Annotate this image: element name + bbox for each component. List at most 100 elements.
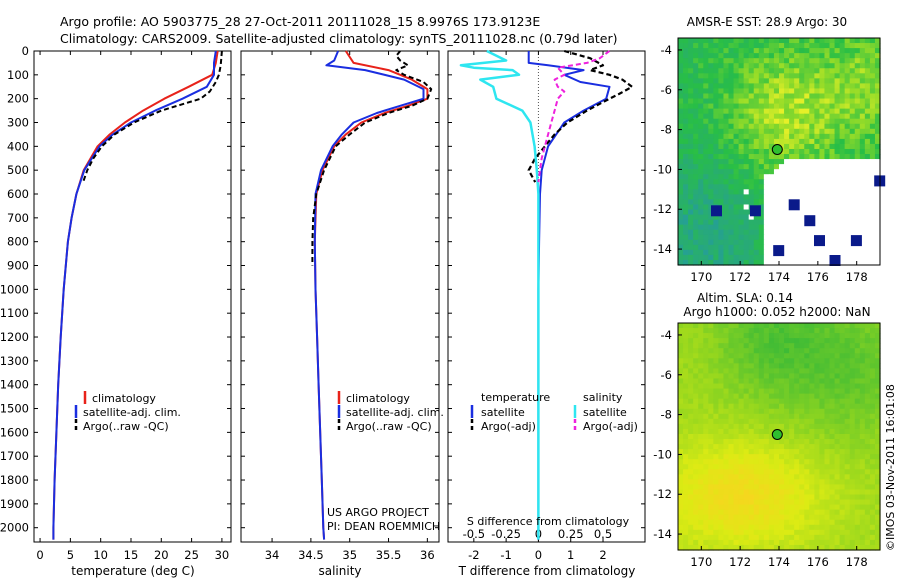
heatmap-cell [713,534,719,541]
heatmap-cell [713,413,719,420]
heatmap-cell [864,103,871,110]
heatmap-cell [723,133,730,140]
heatmap-cell [748,504,755,511]
heatmap-cell [773,469,780,475]
heatmap-cell [779,254,785,261]
heatmap-cell [829,383,836,390]
heatmap-cell [768,254,775,261]
heatmap-cell [688,48,694,54]
heatmap-cell [869,214,876,221]
heatmap-cell [728,38,735,44]
heatmap-cell [854,133,861,140]
heatmap-cell [763,333,770,339]
heatmap-cell [693,143,699,150]
heatmap-cell [859,423,866,430]
heatmap-cell [688,348,694,354]
heatmap-cell [864,464,871,470]
difference-series [459,49,634,540]
heatmap-cell [693,83,699,90]
heatmap-cell [804,539,810,546]
heatmap-cell [779,529,785,536]
heatmap-cell [864,38,871,44]
heatmap-cell [799,333,805,339]
heatmap-cell [789,449,795,455]
heatmap-cell [733,459,740,465]
heatmap-cell [753,63,760,69]
heatmap-cell [678,358,684,364]
heatmap-cell [768,78,775,84]
heatmap-cell [869,138,876,145]
heatmap-cell [794,63,800,69]
heatmap-cell [859,428,866,435]
heatmap-cell [834,373,841,380]
heatmap-cell [688,514,694,521]
heatmap-cell [768,398,775,405]
heatmap-cell [718,343,725,349]
heatmap-cell [869,383,876,390]
heatmap-cell [799,363,805,369]
heatmap-cell [824,154,831,160]
heatmap-cell [763,219,770,226]
heatmap-cell [849,428,856,435]
heatmap-cell [678,408,684,415]
heatmap-cell [678,239,684,246]
heatmap-cell [693,474,699,480]
heatmap-cell [864,323,871,329]
heatmap-cell [849,199,856,206]
heatmap-cell [768,449,775,455]
heatmap-cell [779,184,785,190]
heatmap-cell [834,154,841,160]
heatmap-cell [824,514,831,521]
heatmap-cell [743,184,750,190]
heatmap-cell [789,333,795,339]
heatmap-cell [703,479,709,486]
heatmap-cell [748,179,755,185]
heatmap-cell [748,353,755,359]
heatmap-cell [733,209,740,216]
heatmap-cell [824,484,831,491]
heatmap-cell [819,449,826,455]
heatmap-cell [784,199,790,206]
heatmap-cell [814,444,820,450]
heatmap-cell [698,204,704,211]
heatmap-cell [804,58,810,64]
heatmap-cell [763,259,770,266]
heatmap-cell [794,479,800,486]
heatmap-cell [864,484,871,491]
heatmap-cell [804,133,810,140]
heatmap-cell [748,73,755,79]
heatmap-cell [844,393,851,400]
heatmap-cell [718,199,725,206]
heatmap-cell [809,63,815,69]
heatmap-cell [829,433,836,440]
heatmap-cell [799,529,805,536]
heatmap-cell [864,428,871,435]
heatmap-cell [683,529,689,536]
heatmap-cell [678,88,684,95]
heatmap-cell [713,103,719,110]
heatmap-cell [809,524,815,531]
heatmap-cell [809,509,815,516]
heatmap-cell [708,239,714,246]
heatmap-cell [874,469,881,475]
heatmap-cell [678,519,684,526]
heatmap-cell [688,383,694,390]
heatmap-cell [784,428,790,435]
heatmap-cell [824,148,831,155]
heatmap-cell [683,444,689,450]
heatmap-cell [869,133,876,140]
heatmap-cell [789,338,795,344]
heatmap-cell [829,169,836,175]
heatmap-cell [859,68,866,74]
heatmap-cell [844,164,851,170]
legend-label-s-argo: Argo(-adj) [583,420,638,433]
heatmap-cell [849,418,856,425]
heatmap-cell [738,154,745,160]
heatmap-cell [753,133,760,140]
heatmap-cell [844,118,851,125]
heatmap-cell [693,123,699,130]
heatmap-cell [678,219,684,226]
heatmap-cell [713,474,719,480]
heatmap-cell [854,519,861,526]
heatmap-cell [743,343,750,349]
